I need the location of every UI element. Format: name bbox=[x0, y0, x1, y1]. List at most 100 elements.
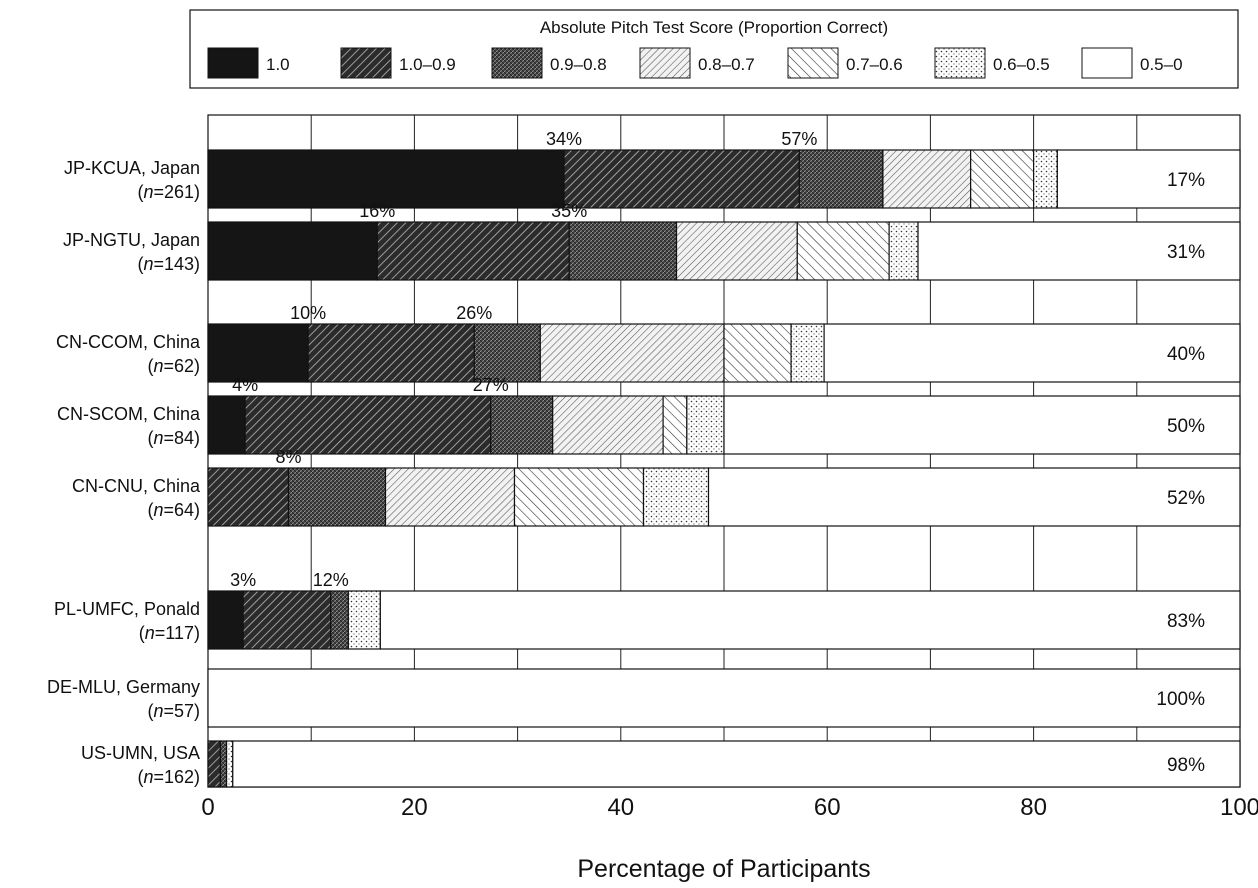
x-axis-ticks: 0 20 40 60 80 100 bbox=[201, 794, 1258, 821]
category-label: PL-UMFC, Ponald bbox=[54, 599, 200, 619]
bar-segment bbox=[513, 467, 645, 527]
category-label: DE-MLU, Germany bbox=[47, 677, 200, 697]
remainder-label: 40% bbox=[1167, 344, 1205, 365]
legend-label: 0.6–0.5 bbox=[993, 55, 1050, 74]
bar-segment bbox=[307, 323, 475, 383]
x-tick-label: 40 bbox=[607, 794, 634, 821]
x-tick-label: 80 bbox=[1020, 794, 1047, 821]
category-label: US-UMN, USA bbox=[81, 743, 200, 763]
bar-segment bbox=[287, 467, 387, 527]
bar-segment bbox=[1032, 149, 1058, 209]
bar-segment bbox=[330, 590, 349, 650]
cumulative-label: 16% bbox=[359, 201, 395, 221]
bar-segment bbox=[917, 221, 1241, 281]
bar-segment bbox=[970, 149, 1035, 209]
category-label: CN-CCOM, China bbox=[56, 332, 201, 352]
bar-segment bbox=[207, 668, 1241, 728]
legend: Absolute Pitch Test Score (Proportion Co… bbox=[189, 9, 1239, 89]
bar-segment bbox=[384, 467, 516, 527]
remainder-label: 31% bbox=[1167, 242, 1205, 263]
bar-segment bbox=[882, 149, 972, 209]
bar-segment bbox=[796, 221, 890, 281]
cumulative-label: 34% bbox=[546, 129, 582, 149]
bar-segment bbox=[225, 740, 234, 788]
bar-segment bbox=[552, 395, 664, 455]
legend-swatch bbox=[787, 47, 839, 79]
bar-segment bbox=[376, 221, 570, 281]
legend-label: 0.5–0 bbox=[1140, 55, 1183, 74]
bar-segment bbox=[207, 221, 378, 281]
x-tick-label: 20 bbox=[401, 794, 428, 821]
legend-swatch bbox=[639, 47, 691, 79]
bar-segment bbox=[539, 323, 725, 383]
legend-label: 1.0 bbox=[266, 55, 290, 74]
remainder-label: 83% bbox=[1167, 611, 1205, 632]
cumulative-label: 8% bbox=[275, 447, 301, 467]
category-label: CN-CNU, China bbox=[72, 476, 201, 496]
category-label: CN-SCOM, China bbox=[57, 404, 201, 424]
cumulative-label: 10% bbox=[290, 303, 326, 323]
x-tick-label: 60 bbox=[814, 794, 841, 821]
bar-segment bbox=[232, 740, 1241, 788]
cumulative-label: 35% bbox=[551, 201, 587, 221]
remainder-label: 100% bbox=[1156, 689, 1205, 710]
bar-segment bbox=[1056, 149, 1241, 209]
bar-segment bbox=[723, 395, 1241, 455]
bar-segment bbox=[244, 395, 492, 455]
bar-segment bbox=[490, 395, 554, 455]
category-n-label: (n=64) bbox=[147, 500, 200, 520]
bar-segment bbox=[473, 323, 541, 383]
category-n-label: (n=62) bbox=[147, 356, 200, 376]
bar-segment bbox=[207, 740, 221, 788]
legend-label: 1.0–0.9 bbox=[399, 55, 456, 74]
category-n-label: (n=143) bbox=[137, 254, 200, 274]
bar-segment bbox=[568, 221, 678, 281]
bar-segment bbox=[675, 221, 798, 281]
cumulative-label: 4% bbox=[232, 375, 258, 395]
legend-swatch bbox=[207, 47, 259, 79]
bar-segment bbox=[242, 590, 332, 650]
cumulative-label: 12% bbox=[313, 570, 349, 590]
bars bbox=[207, 149, 1241, 788]
category-label: JP-KCUA, Japan bbox=[64, 158, 200, 178]
legend-swatch bbox=[491, 47, 543, 79]
bar-segment bbox=[563, 149, 800, 209]
legend-label: 0.7–0.6 bbox=[846, 55, 903, 74]
bar-segment bbox=[379, 590, 1241, 650]
x-tick-label: 0 bbox=[201, 794, 214, 821]
category-n-label: (n=57) bbox=[147, 701, 200, 721]
bar-segment bbox=[790, 323, 825, 383]
bar-segment bbox=[662, 395, 688, 455]
legend-swatch bbox=[934, 47, 986, 79]
legend-swatch bbox=[1081, 47, 1133, 79]
legend-label: 0.8–0.7 bbox=[698, 55, 755, 74]
remainder-label: 52% bbox=[1167, 488, 1205, 509]
legend-title: Absolute Pitch Test Score (Proportion Co… bbox=[540, 18, 888, 37]
bar-segment bbox=[823, 323, 1241, 383]
category-n-label: (n=84) bbox=[147, 428, 200, 448]
category-n-label: (n=117) bbox=[139, 623, 200, 643]
x-tick-label: 100 bbox=[1220, 794, 1258, 821]
value-labels: 34% 57% 17% 16% 35% 31% 10% 26% 40% 4% 27% 50% 8% 52%… bbox=[230, 129, 1205, 776]
bar-segment bbox=[219, 740, 228, 788]
bar-segment bbox=[207, 323, 309, 383]
remainder-label: 17% bbox=[1167, 170, 1205, 191]
bar-segment bbox=[707, 467, 1241, 527]
plot-area: JP-KCUA, Japan (n=261) JP-NGTU, Japan (n=14… bbox=[47, 114, 1258, 821]
legend-label: 0.9–0.8 bbox=[550, 55, 607, 74]
bar-segment bbox=[207, 149, 565, 209]
category-labels: JP-KCUA, Japan (n=261) JP-NGTU, Japan (n=14… bbox=[47, 158, 201, 787]
bar-segment bbox=[888, 221, 919, 281]
bar-segment bbox=[642, 467, 710, 527]
remainder-label: 98% bbox=[1167, 755, 1205, 776]
legend-swatch bbox=[340, 47, 392, 79]
category-label: JP-NGTU, Japan bbox=[63, 230, 200, 250]
remainder-label: 50% bbox=[1167, 416, 1205, 437]
category-n-label: (n=162) bbox=[137, 767, 200, 787]
bar-segment bbox=[347, 590, 381, 650]
bar-segment bbox=[723, 323, 792, 383]
bar-segment bbox=[686, 395, 725, 455]
cumulative-label: 3% bbox=[230, 570, 256, 590]
category-n-label: (n=261) bbox=[137, 182, 200, 202]
